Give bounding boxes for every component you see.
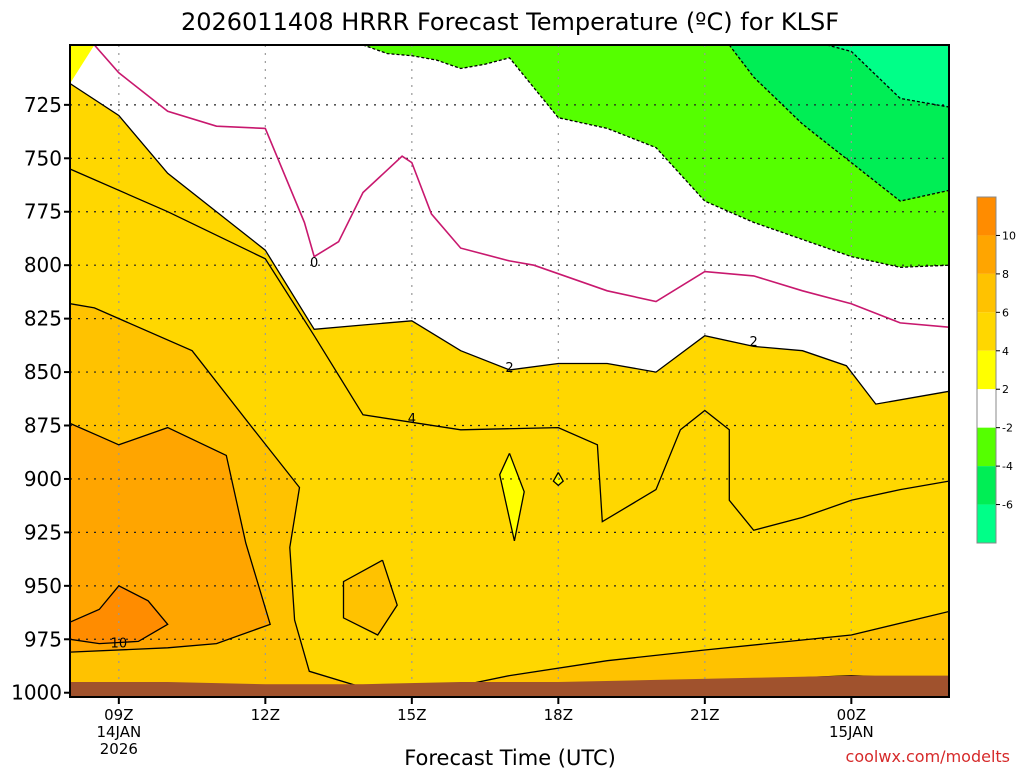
- band-6-8-bottom: [309, 611, 949, 697]
- x-tick-date: 15JAN: [829, 723, 874, 741]
- colorbar-tick-label: -6: [1002, 499, 1013, 512]
- colorbar-swatch: [977, 389, 996, 428]
- y-tick-label: 750: [24, 146, 62, 170]
- colorbar: 10 8 6 4 2 -2 -4 -6: [976, 196, 1016, 544]
- temperature-fill-bands: [70, 45, 949, 697]
- x-tick-label: 00Z: [837, 706, 866, 724]
- y-tick-label: 825: [24, 307, 62, 331]
- x-tick-date: 14JAN: [96, 723, 141, 741]
- contour-line-m4: [728, 45, 949, 202]
- y-tick-label: 850: [24, 360, 62, 384]
- colorbar-tick-label: 4: [1002, 345, 1009, 358]
- contour-line-2: [70, 82, 949, 405]
- x-tick-label: 18Z: [544, 706, 573, 724]
- ground-fill: [70, 675, 949, 697]
- y-tick-label: 900: [24, 467, 62, 491]
- band-lt-m6: [70, 45, 949, 107]
- contour-label: 10: [111, 637, 128, 652]
- x-tick-label: 12Z: [251, 706, 280, 724]
- colorbar-swatch: [977, 504, 996, 543]
- plot-frame: [69, 44, 950, 698]
- y-tick-label: 925: [24, 520, 62, 544]
- contour-line-m6: [826, 45, 949, 108]
- band-m4-m2: [70, 45, 949, 268]
- plot-area: 10 4 2 2 0: [70, 45, 949, 697]
- contour-label: 2: [505, 361, 513, 376]
- x-tick-label: 09Z: [104, 706, 133, 724]
- band-4-6-bottom: [387, 543, 949, 695]
- contour-line-6: [426, 610, 949, 694]
- x-axis-label: Forecast Time (UTC): [404, 746, 616, 768]
- contour-line-4: [70, 168, 949, 532]
- colorbar-tick-label: 8: [1002, 268, 1009, 281]
- isotherm-contours: 10 4 2 2 0: [70, 45, 949, 696]
- x-tick-label: 15Z: [397, 706, 426, 724]
- x-tick-label: 21Z: [690, 706, 719, 724]
- colorbar-tick-label: -4: [1002, 460, 1013, 473]
- contour-line-4: [499, 453, 525, 542]
- colorbar-tick-label: 6: [1002, 306, 1009, 319]
- y-tick-label: 800: [24, 253, 62, 277]
- colorbar-swatch: [977, 197, 996, 236]
- x-tick-year: 2026: [100, 740, 138, 758]
- colorbar-swatch: [977, 273, 996, 313]
- colorbar-swatch: [977, 466, 996, 505]
- colorbar-tick-label: 10: [1002, 229, 1016, 242]
- contour-line-6: [70, 303, 388, 696]
- y-tick-label: 950: [24, 574, 62, 598]
- colorbar-frame: [976, 196, 997, 544]
- band-m2-2: [70, 45, 949, 405]
- contour-line-6: [342, 559, 398, 636]
- contour-line-8: [70, 422, 271, 653]
- band-6-8-pocket2: [343, 560, 398, 635]
- y-tick-label: 1000: [11, 681, 62, 705]
- colorbar-swatch: [977, 350, 996, 390]
- colorbar-swatch: [977, 235, 996, 274]
- colorbar-tick-label: -2: [1002, 422, 1013, 435]
- contour-line-4: [552, 472, 565, 487]
- y-tick-label: 775: [24, 200, 62, 224]
- contour-label: 0: [310, 256, 318, 271]
- contour-label: 4: [408, 412, 416, 427]
- y-axis: 725 750 775 800 825 850 875 900 925 950 975 1000: [11, 93, 70, 705]
- chart-title: 2026011408 HRRR Forecast Temperature (ºC…: [181, 8, 839, 36]
- contour-line-m2: [362, 45, 949, 268]
- watermark: coolwx.com/modelts: [846, 747, 1010, 766]
- contour-label: 2: [750, 335, 758, 350]
- contour-line-10: [70, 584, 169, 645]
- y-tick-label: 975: [24, 627, 62, 651]
- y-tick-label: 875: [24, 414, 62, 438]
- contour-line-0: [93, 45, 949, 328]
- ground-surface: [70, 675, 949, 697]
- colorbar-swatch: [977, 312, 996, 351]
- band-2-4-pocket-1: [499, 453, 525, 541]
- colorbar-swatch: [977, 427, 996, 467]
- y-tick-label: 725: [24, 93, 62, 117]
- colorbar-tick-label: 2: [1002, 383, 1009, 396]
